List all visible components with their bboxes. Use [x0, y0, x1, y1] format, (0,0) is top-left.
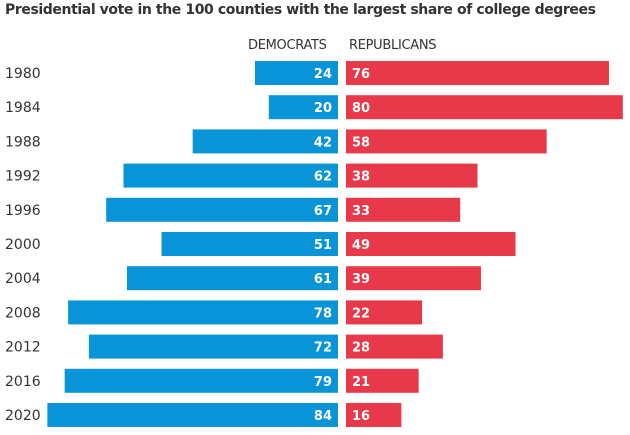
democrat-bar — [68, 300, 339, 325]
democrat-value-label: 84 — [314, 409, 332, 424]
republican-bar — [346, 95, 623, 120]
democrat-value-label: 72 — [314, 341, 332, 356]
democrat-bar — [88, 334, 338, 359]
year-label: 1984 — [5, 100, 41, 116]
republican-value-label: 38 — [352, 170, 370, 185]
year-label: 2000 — [5, 237, 41, 253]
year-label: 2016 — [5, 374, 41, 390]
democrat-bar — [126, 266, 338, 291]
year-label: 1988 — [5, 134, 41, 150]
republican-bar — [346, 334, 443, 359]
year-label: 1980 — [5, 66, 41, 82]
democrat-value-label: 61 — [314, 272, 332, 287]
democrat-value-label: 62 — [314, 170, 332, 185]
chart-title: Presidential vote in the 100 counties wi… — [5, 2, 596, 18]
year-label: 1992 — [5, 169, 41, 185]
democrat-bar — [254, 61, 338, 85]
democrat-value-label: 51 — [314, 238, 332, 253]
democrat-bar — [268, 95, 338, 120]
democrat-value-label: 42 — [314, 135, 332, 150]
democrat-bar — [161, 232, 338, 256]
democrat-bar — [47, 403, 339, 427]
democrat-bar — [106, 197, 339, 222]
republican-value-label: 21 — [352, 375, 370, 390]
republican-bar — [346, 368, 419, 393]
democrat-value-label: 24 — [314, 67, 332, 82]
republican-value-label: 80 — [352, 101, 370, 116]
democrat-value-label: 67 — [314, 204, 332, 219]
democrat-value-label: 78 — [314, 306, 332, 321]
republican-value-label: 28 — [352, 341, 370, 356]
year-label: 2020 — [5, 408, 41, 424]
democrat-bar — [123, 163, 338, 188]
democrat-bar — [64, 368, 338, 393]
republican-bar — [346, 197, 461, 222]
republican-value-label: 58 — [352, 135, 370, 150]
republican-value-label: 76 — [352, 67, 370, 82]
republican-bar — [346, 266, 481, 291]
republican-bar — [346, 232, 516, 256]
republican-value-label: 16 — [352, 409, 370, 424]
year-label: 2004 — [5, 271, 41, 287]
democrat-bar — [192, 129, 338, 154]
republican-value-label: 49 — [352, 238, 370, 253]
republican-value-label: 33 — [352, 204, 370, 219]
republican-bar — [346, 61, 609, 85]
republican-value-label: 39 — [352, 272, 370, 287]
democrats-header: DEMOCRATS — [248, 38, 327, 53]
republicans-header: REPUBLICANS — [349, 38, 437, 53]
republican-bar — [346, 403, 402, 427]
republican-bar — [346, 129, 547, 154]
year-label: 2008 — [5, 305, 41, 321]
democrat-value-label: 79 — [314, 375, 332, 390]
republican-bar — [346, 163, 478, 188]
year-label: 2012 — [5, 340, 41, 356]
democrat-value-label: 20 — [314, 101, 332, 116]
republican-bar — [346, 300, 423, 325]
year-label: 1996 — [5, 203, 41, 219]
republican-value-label: 22 — [352, 306, 370, 321]
